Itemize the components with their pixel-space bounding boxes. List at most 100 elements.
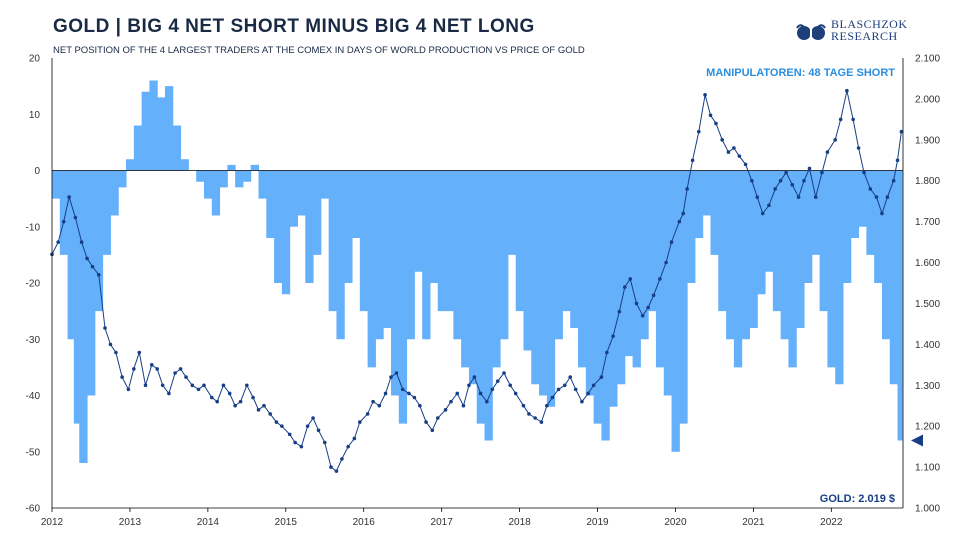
area-bar (266, 170, 275, 238)
gold-price-point (807, 166, 812, 171)
gold-price-point (73, 215, 78, 220)
area-bar (344, 170, 353, 283)
area-bar (367, 170, 376, 368)
area-bar (172, 125, 182, 171)
gold-price-point (412, 395, 417, 400)
gold-price-point (443, 408, 448, 412)
chart-title: GOLD | BIG 4 NET SHORT MINUS BIG 4 NET L… (53, 16, 535, 37)
area-bar (196, 170, 205, 182)
area-bar (578, 170, 587, 368)
gold-price-point (178, 367, 183, 371)
right-tick-label: 1.200 (915, 422, 940, 433)
left-tick-label: 20 (29, 54, 41, 65)
area-bar (67, 170, 75, 340)
right-tick-label: 1.000 (915, 504, 940, 515)
gold-price-point (472, 375, 477, 379)
gold-price-point (233, 403, 237, 408)
gold-price-point (651, 293, 656, 298)
gold-price-point (293, 440, 297, 445)
gold-price-point (580, 399, 584, 404)
area-bar (897, 170, 902, 441)
gold-price-point (681, 211, 686, 216)
gold-price-point (137, 350, 142, 355)
right-tick-label: 1.100 (915, 463, 940, 474)
left-tick-label: 10 (29, 110, 41, 121)
x-tick-label: 2019 (586, 517, 609, 528)
area-bar (274, 170, 283, 283)
area-bar (679, 170, 688, 424)
gold-price-point (190, 383, 195, 388)
gold-price-point (274, 420, 279, 424)
gold-price-point (485, 399, 489, 404)
gold-price-point (184, 375, 188, 379)
gold-price-point (418, 403, 422, 408)
area-bar (94, 170, 104, 312)
gold-price-point (424, 420, 428, 424)
gold-price-point (114, 350, 118, 355)
area-bar (359, 170, 369, 312)
left-tick-label: -30 (26, 335, 41, 346)
gold-price-point (108, 342, 113, 347)
area-bar (180, 159, 189, 171)
gold-price-point (750, 178, 754, 183)
area-bar (835, 170, 844, 385)
x-tick-label: 2016 (353, 517, 376, 528)
gold-price-point (868, 187, 873, 191)
gold-price-point (605, 350, 609, 355)
gold-price-point (513, 391, 518, 396)
area-bar (258, 170, 267, 199)
gold-price-point (103, 326, 107, 330)
area-bar (687, 170, 696, 283)
gold-price-point (160, 383, 165, 388)
right-tick-label: 1.500 (915, 299, 940, 310)
gold-price-point (556, 387, 561, 392)
area-bar (352, 170, 361, 238)
gold-price-point (268, 412, 273, 416)
area-bar (819, 170, 828, 312)
left-tick-label: -20 (26, 279, 41, 290)
gold-price-point (708, 113, 713, 118)
area-bar (570, 170, 579, 328)
gold-price-point (802, 178, 806, 183)
gold-price-point (407, 391, 411, 396)
area-bar (858, 170, 867, 227)
twin-bulls-logo-icon (796, 24, 826, 40)
gold-price-point (329, 465, 333, 469)
gold-price-point (173, 371, 177, 375)
gold-price-point (617, 309, 622, 314)
gold-price-point (430, 428, 435, 433)
area-bar (648, 170, 657, 312)
area-bar (52, 170, 61, 199)
area-bar (492, 170, 501, 368)
area-bar (133, 125, 143, 171)
area-bar (141, 91, 150, 171)
gold-price-point (467, 383, 471, 388)
gold-price-point (550, 395, 555, 400)
gold-price-point (262, 403, 266, 408)
gold-price-point (899, 129, 904, 134)
gold-price-point (280, 424, 284, 428)
gold-price-point (316, 428, 321, 433)
chart-subtitle: NET POSITION OF THE 4 LARGEST TRADERS AT… (53, 45, 585, 56)
gold-price-point (737, 154, 742, 158)
gold-price-point (340, 457, 344, 461)
area-bar (726, 170, 735, 340)
area-bar (461, 170, 470, 368)
area-bar (126, 159, 135, 171)
gold-price-point (591, 383, 596, 388)
x-tick-label: 2015 (275, 517, 298, 528)
gold-price-point (508, 383, 513, 388)
area-bar (118, 170, 127, 188)
area-bar (515, 170, 524, 312)
gold-price-point (732, 146, 736, 150)
area-bar (866, 170, 875, 255)
gold-price-point (478, 391, 483, 396)
area-bar (671, 170, 680, 452)
area-bar (437, 170, 447, 312)
area-bar (59, 170, 69, 255)
area-bar (219, 170, 228, 188)
gold-price-point (521, 403, 526, 408)
x-tick-label: 2017 (431, 517, 454, 528)
gold-price-point (132, 367, 136, 371)
gold-price-point (825, 150, 830, 154)
